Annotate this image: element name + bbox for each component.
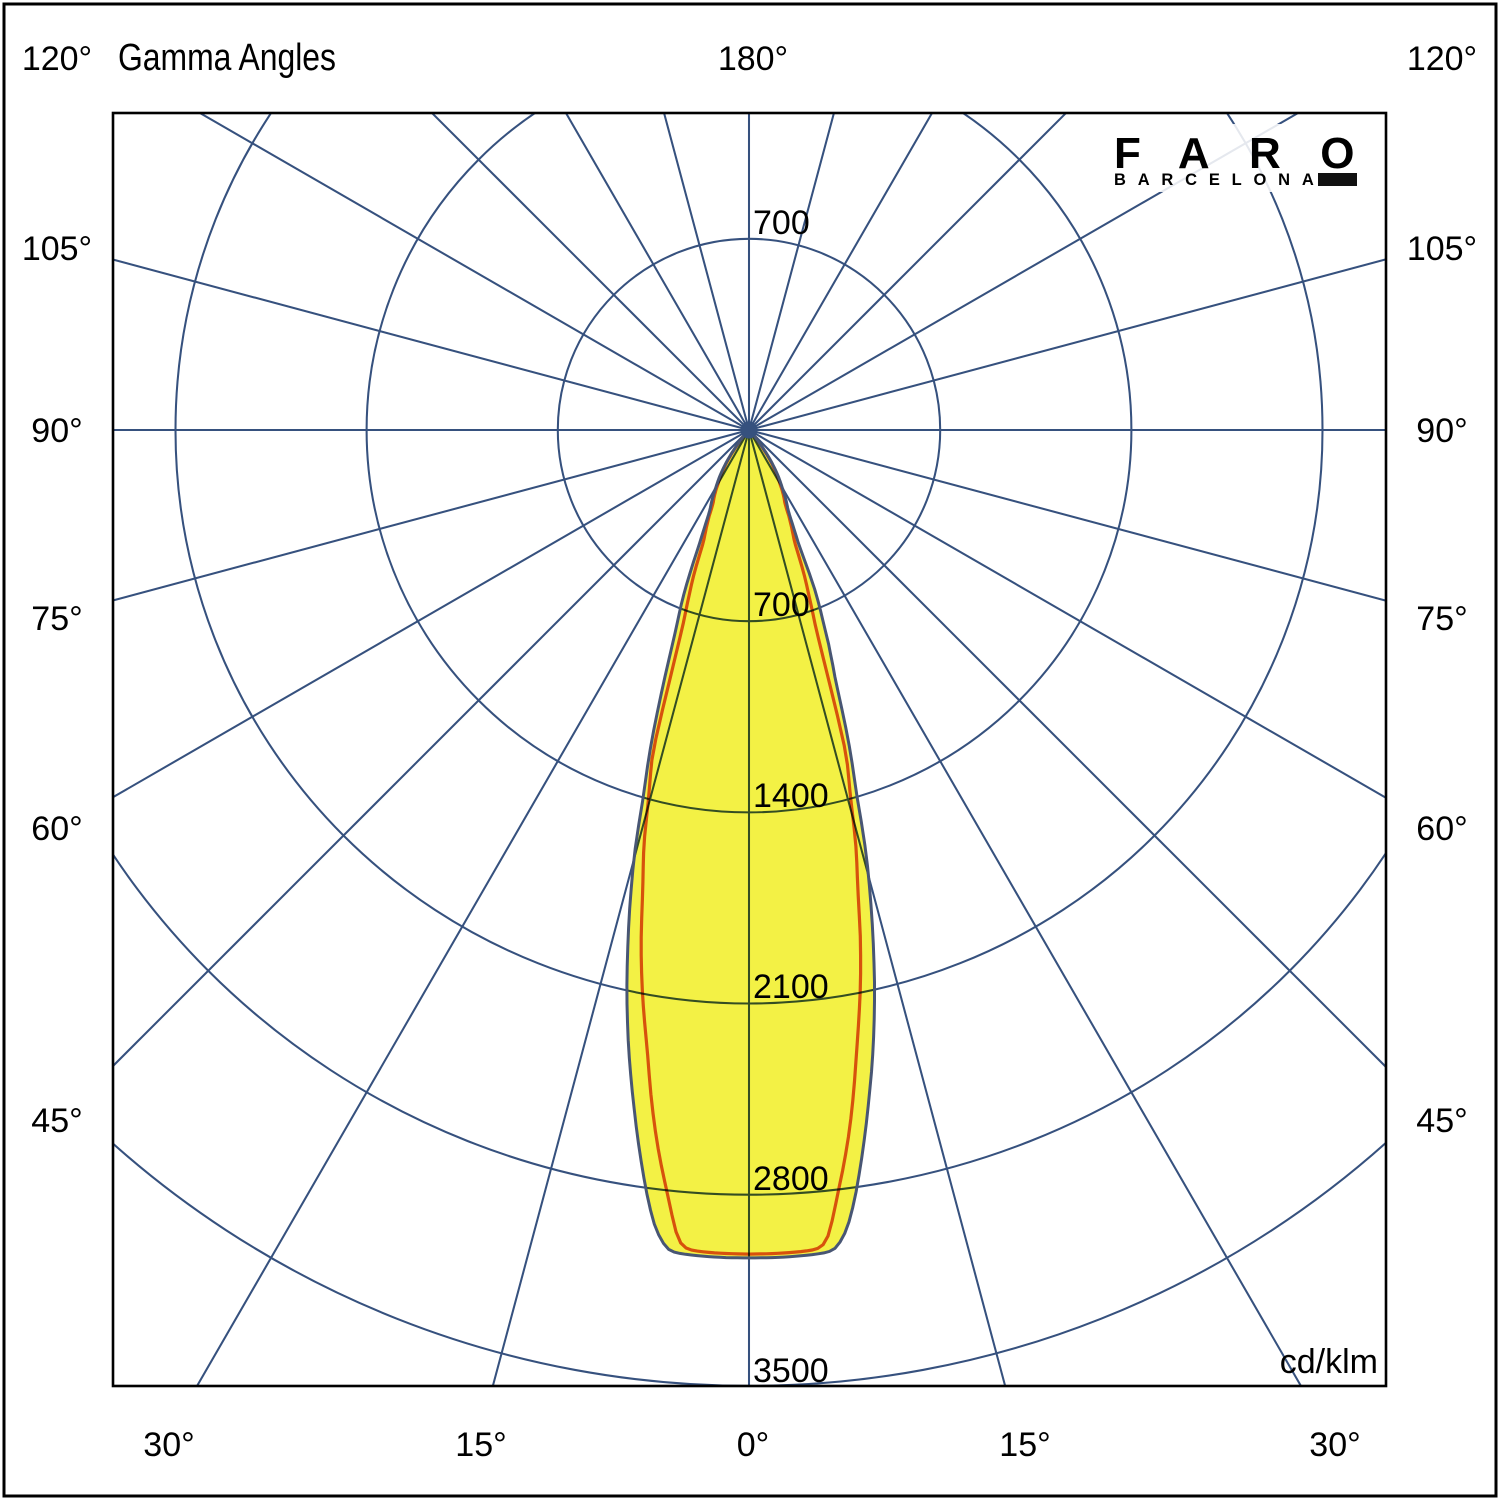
svg-text:105°: 105° <box>22 230 92 268</box>
svg-text:cd/klm: cd/klm <box>1280 1343 1378 1381</box>
svg-text:120°: 120° <box>1407 40 1477 78</box>
svg-text:90°: 90° <box>1416 412 1467 450</box>
svg-text:75°: 75° <box>1416 600 1467 638</box>
svg-text:700: 700 <box>753 586 810 624</box>
svg-text:45°: 45° <box>1416 1102 1467 1140</box>
svg-text:120°: 120° <box>22 40 92 78</box>
svg-text:0°: 0° <box>737 1426 770 1464</box>
svg-text:60°: 60° <box>1416 810 1467 848</box>
svg-text:15°: 15° <box>455 1426 506 1464</box>
svg-text:30°: 30° <box>143 1426 194 1464</box>
svg-text:15°: 15° <box>999 1426 1050 1464</box>
svg-text:75°: 75° <box>31 600 82 638</box>
svg-text:105°: 105° <box>1407 230 1477 268</box>
svg-text:60°: 60° <box>31 810 82 848</box>
svg-text:2800: 2800 <box>753 1160 829 1198</box>
svg-text:Gamma Angles: Gamma Angles <box>118 37 336 79</box>
svg-text:30°: 30° <box>1309 1426 1360 1464</box>
svg-text:2100: 2100 <box>753 968 829 1006</box>
svg-text:45°: 45° <box>31 1102 82 1140</box>
svg-text:BARCELONA: BARCELONA <box>1114 171 1326 189</box>
svg-text:FARO: FARO <box>1114 129 1394 178</box>
svg-text:90°: 90° <box>31 412 82 450</box>
svg-text:700: 700 <box>753 204 810 242</box>
svg-text:1400: 1400 <box>753 777 829 815</box>
svg-text:180°: 180° <box>718 40 788 78</box>
svg-text:3500: 3500 <box>753 1352 829 1390</box>
